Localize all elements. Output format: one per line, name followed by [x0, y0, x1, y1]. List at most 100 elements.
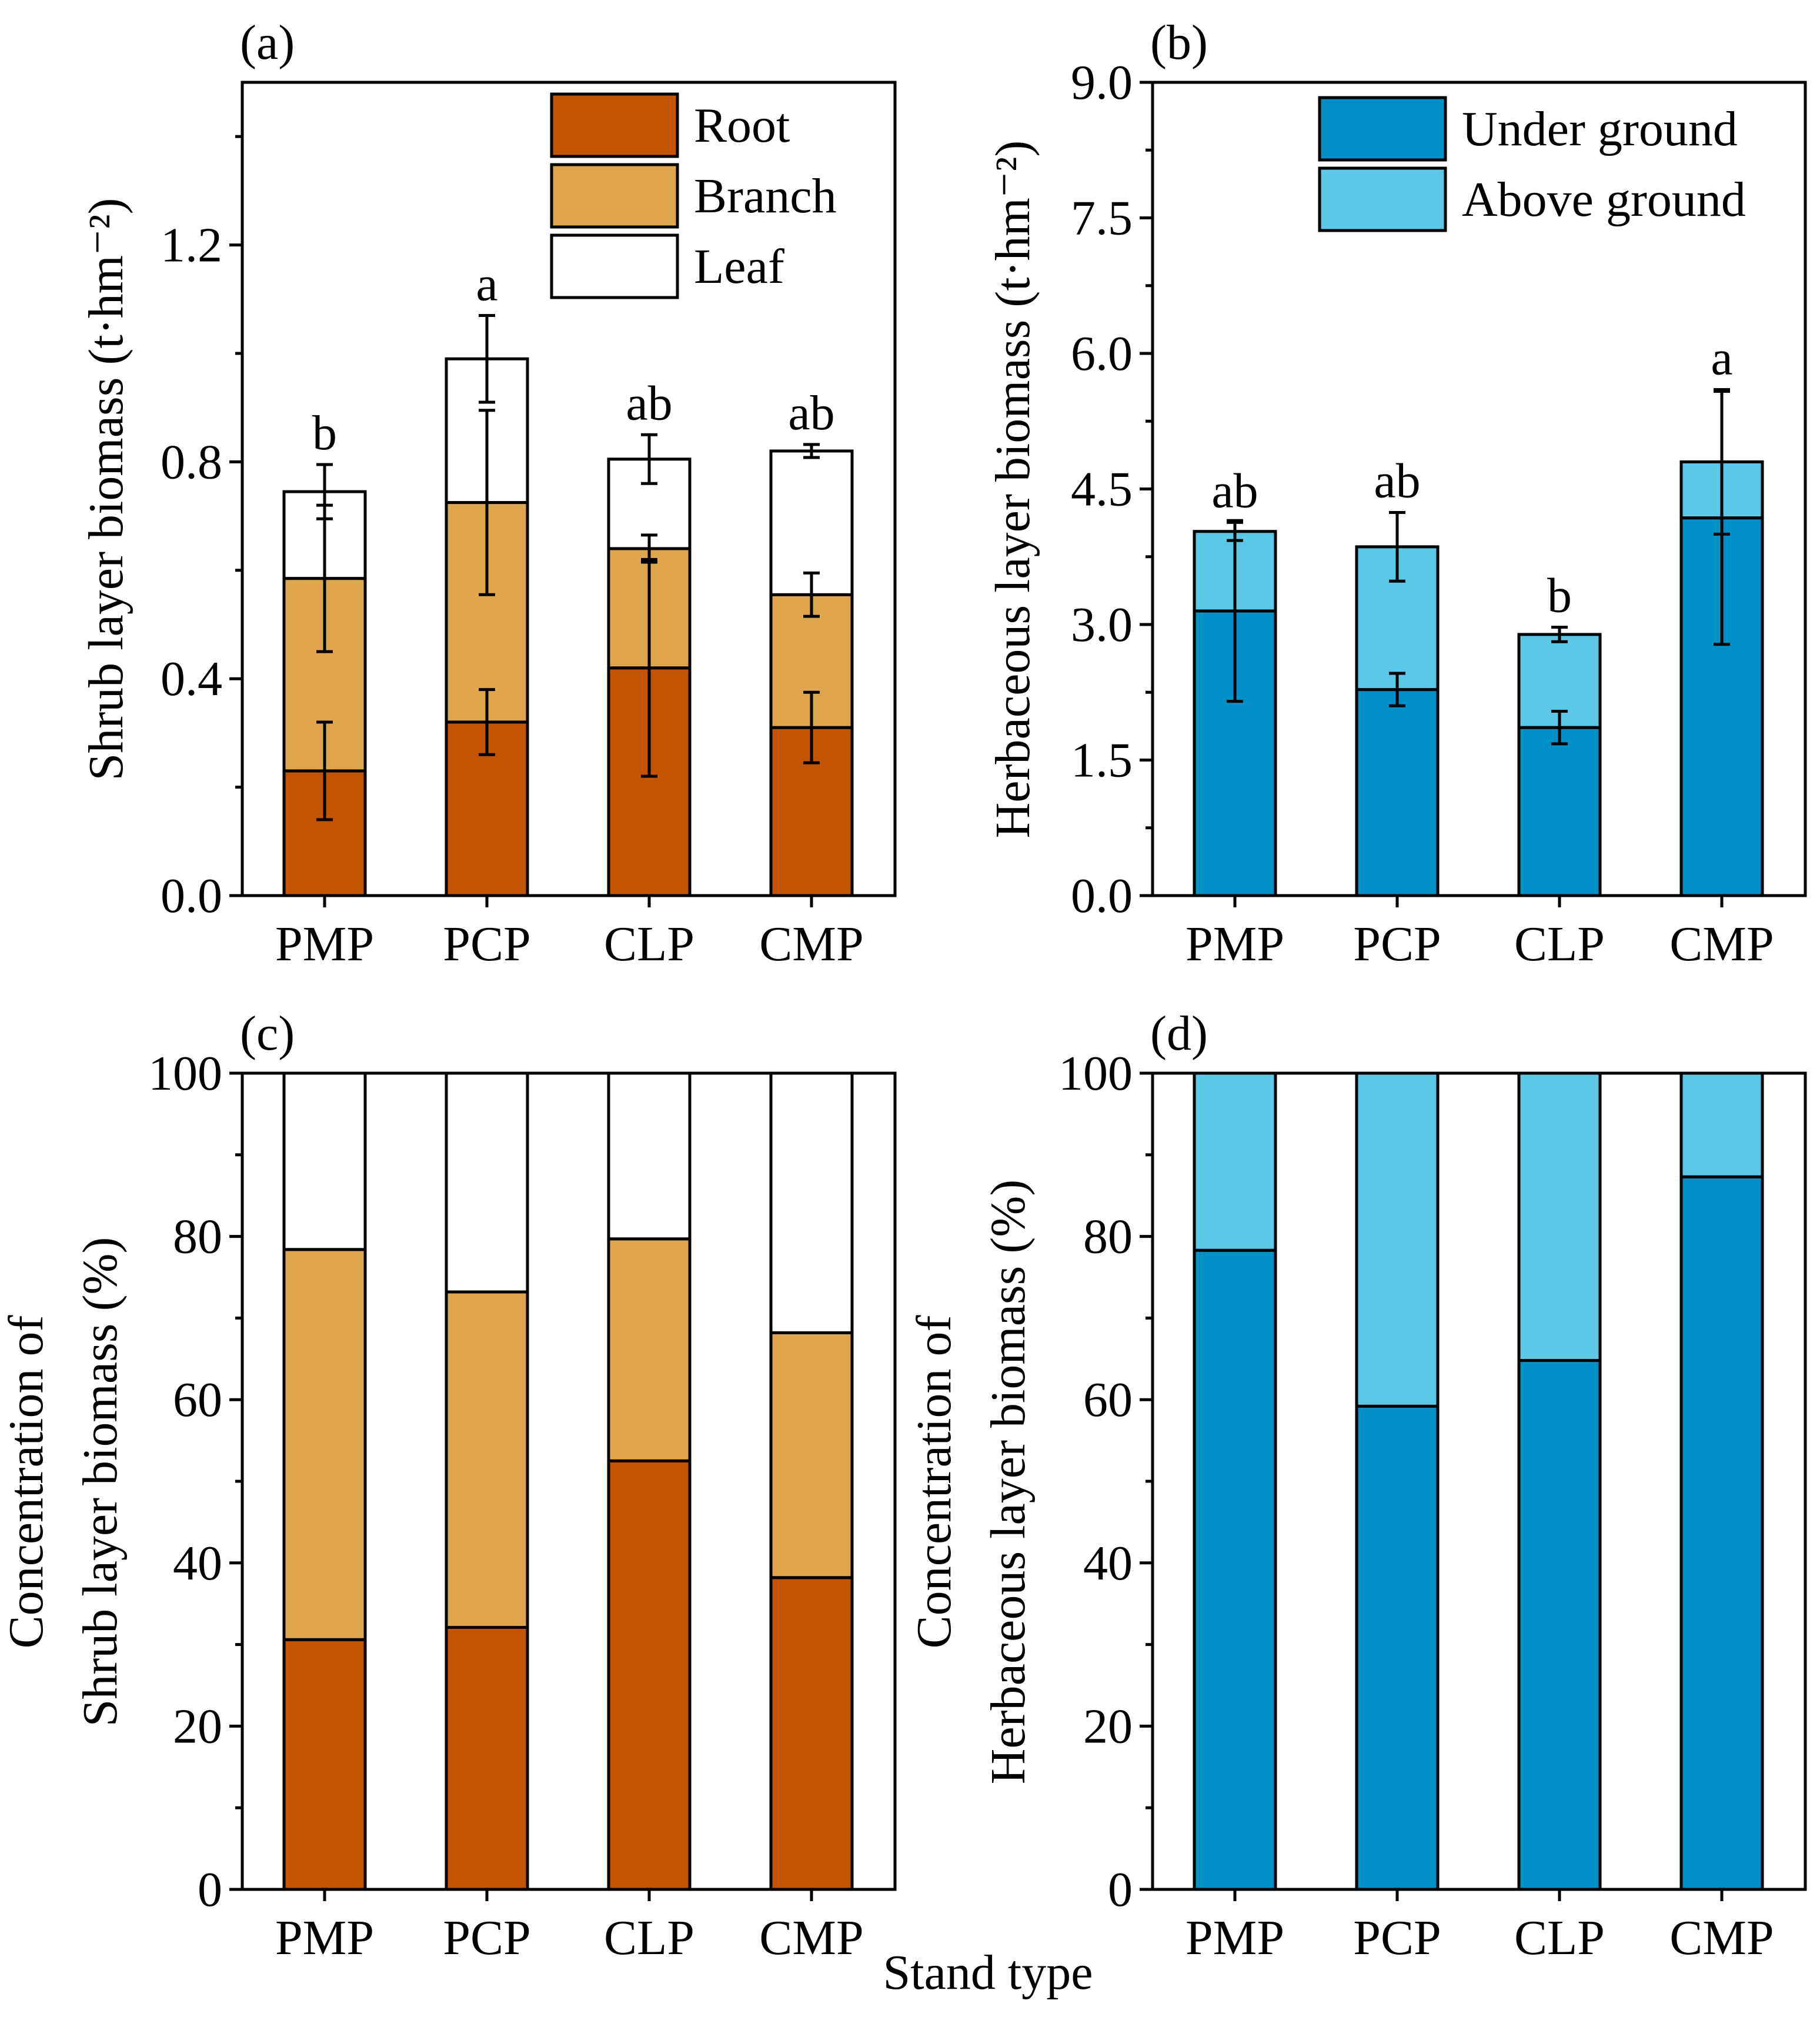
error-bar-under-ground-pcp — [1389, 672, 1405, 707]
significance-label-cmp: a — [1711, 330, 1732, 385]
significance-label-clp: b — [1547, 569, 1572, 623]
bar-under-ground-clp — [1517, 1359, 1602, 1891]
y-tick-label: 80 — [1083, 1210, 1133, 1264]
y-tick-label: 40 — [173, 1536, 222, 1591]
legend-label-above-ground: Above ground — [1462, 172, 1746, 227]
significance-label-pcp: a — [476, 256, 497, 311]
error-bar-under-ground-pmp — [1227, 519, 1243, 703]
bar-leaf-clp — [607, 1071, 692, 1241]
x-tick-label-cmp: CMP — [1669, 917, 1774, 971]
bar-root-pmp — [282, 1638, 367, 1891]
y-tick-label: 60 — [1083, 1373, 1133, 1427]
error-bar-branch-clp — [641, 533, 657, 564]
y-tick-label: 0 — [198, 1862, 222, 1917]
error-bar-root-cmp — [803, 690, 820, 764]
error-bar-branch-pcp — [479, 409, 495, 596]
error-bar-leaf-pmp — [316, 463, 333, 520]
x-tick-label-pmp: PMP — [1185, 1911, 1284, 1965]
significance-label-pmp: b — [312, 406, 337, 460]
panel-b: ab ab b a 0.0 1.5 3.0 4.5 6.0 7.5 9.0 PMP PCP CLP CMP (… — [986, 15, 1807, 971]
y-axis-label-line-2: Herbaceous layer biomass (%) — [981, 1180, 1036, 1785]
error-bar-root-pcp — [479, 688, 495, 756]
y-tick-label: 20 — [1083, 1699, 1133, 1754]
legend: Under ground Above ground — [1318, 96, 1746, 232]
error-bar-under-ground-clp — [1551, 710, 1568, 746]
error-bar-above-ground-cmp — [1714, 388, 1730, 536]
x-tick-label-clp: CLP — [604, 917, 694, 971]
bar-leaf-pmp — [282, 1071, 367, 1251]
y-tick-label: 40 — [1083, 1536, 1133, 1591]
bar-root-clp — [607, 1459, 692, 1891]
error-bar-root-pmp — [316, 720, 333, 822]
bar-under-ground-pcp — [1355, 1404, 1440, 1891]
error-bar-leaf-clp — [641, 433, 657, 485]
y-tick-label: 1.2 — [161, 218, 222, 273]
bar-leaf-pcp — [445, 1071, 529, 1294]
error-bar-above-ground-pmp — [1227, 520, 1243, 542]
y-tick-label: 9.0 — [1071, 55, 1133, 110]
legend-swatch-under-ground — [1318, 96, 1447, 162]
error-bar-leaf-pcp — [479, 313, 495, 404]
y-tick-label: 7.5 — [1071, 191, 1133, 246]
error-bar-leaf-cmp — [803, 443, 820, 459]
panel-label: (b) — [1150, 15, 1208, 70]
y-tick-label: 100 — [148, 1046, 222, 1101]
significance-label-pcp: ab — [1374, 453, 1420, 508]
bar-above-ground-clp — [1517, 1071, 1602, 1363]
bar-branch-cmp — [769, 1331, 854, 1579]
bar-root-cmp — [769, 1576, 854, 1891]
bar-branch-pmp — [282, 1248, 367, 1641]
legend-swatch-leaf — [550, 233, 679, 299]
x-tick-label-pcp: PCP — [1353, 1911, 1441, 1965]
error-bar-branch-cmp — [803, 571, 820, 618]
error-bar-above-ground-clp — [1551, 626, 1568, 643]
legend-swatch-branch — [550, 163, 679, 229]
bar-root-pcp — [445, 1625, 529, 1891]
significance-label-cmp: ab — [788, 386, 834, 440]
y-axis-label-line-1: Concentration of — [0, 1315, 54, 1649]
panel-label: (a) — [240, 15, 295, 70]
y-axis-label-line-2: Shrub layer biomass (%) — [73, 1237, 128, 1727]
y-tick-label: 4.5 — [1071, 462, 1133, 517]
bar-branch-pcp — [445, 1290, 529, 1629]
x-tick-label-cmp: CMP — [1669, 1911, 1774, 1965]
y-tick-label: 3.0 — [1071, 597, 1133, 652]
y-tick-label: 0.0 — [1071, 869, 1133, 923]
x-tick-label-pmp: PMP — [275, 917, 374, 971]
panel-d: 0 20 40 60 80 100 PMP PCP CLP CMP (d) Concentration… — [907, 1006, 1807, 1965]
x-tick-label-clp: CLP — [1514, 1911, 1605, 1965]
error-bar-above-ground-pcp — [1389, 510, 1405, 583]
bar-under-ground-clp — [1517, 726, 1602, 897]
bar-under-ground-pcp — [1355, 688, 1440, 897]
significance-label-pmp: ab — [1211, 463, 1258, 518]
plot-frame — [241, 81, 897, 897]
bar-leaf-cmp — [769, 449, 854, 596]
y-tick-label: 60 — [173, 1373, 222, 1427]
x-tick-label-pcp: PCP — [443, 917, 530, 971]
legend-swatch-above-ground — [1318, 166, 1447, 232]
y-axis-label: Shrub layer biomass (t·hm⁻²) — [79, 198, 133, 780]
x-tick-label-pmp: PMP — [275, 1911, 374, 1965]
y-axis-label-line-1: Concentration of — [907, 1315, 961, 1649]
significance-label-clp: ab — [626, 376, 672, 430]
legend-label-leaf: Leaf — [694, 239, 784, 294]
bar-under-ground-pmp — [1193, 1248, 1277, 1891]
legend-label-root: Root — [694, 98, 790, 153]
bar-under-ground-cmp — [1679, 1175, 1764, 1891]
y-tick-label: 80 — [173, 1210, 222, 1264]
y-axis-label: Herbaceous layer biomass (t·hm⁻²) — [986, 141, 1040, 839]
bar-above-ground-pmp — [1193, 1071, 1277, 1252]
legend-swatch-root — [550, 92, 679, 158]
x-tick-label-pcp: PCP — [443, 1911, 530, 1965]
panel-label: (c) — [240, 1006, 295, 1061]
x-tick-label-cmp: CMP — [759, 917, 863, 971]
y-tick-label: 100 — [1058, 1046, 1133, 1101]
y-tick-label: 0.8 — [161, 435, 222, 489]
bar-branch-clp — [607, 1237, 692, 1462]
y-tick-label: 6.0 — [1071, 326, 1133, 381]
panel-label: (d) — [1150, 1006, 1208, 1061]
x-tick-label-pcp: PCP — [1353, 917, 1441, 971]
y-tick-label: 1.5 — [1071, 733, 1133, 788]
panel-c: 0 20 40 60 80 100 PMP PCP CLP CMP (c) Concentration… — [0, 1006, 897, 1965]
